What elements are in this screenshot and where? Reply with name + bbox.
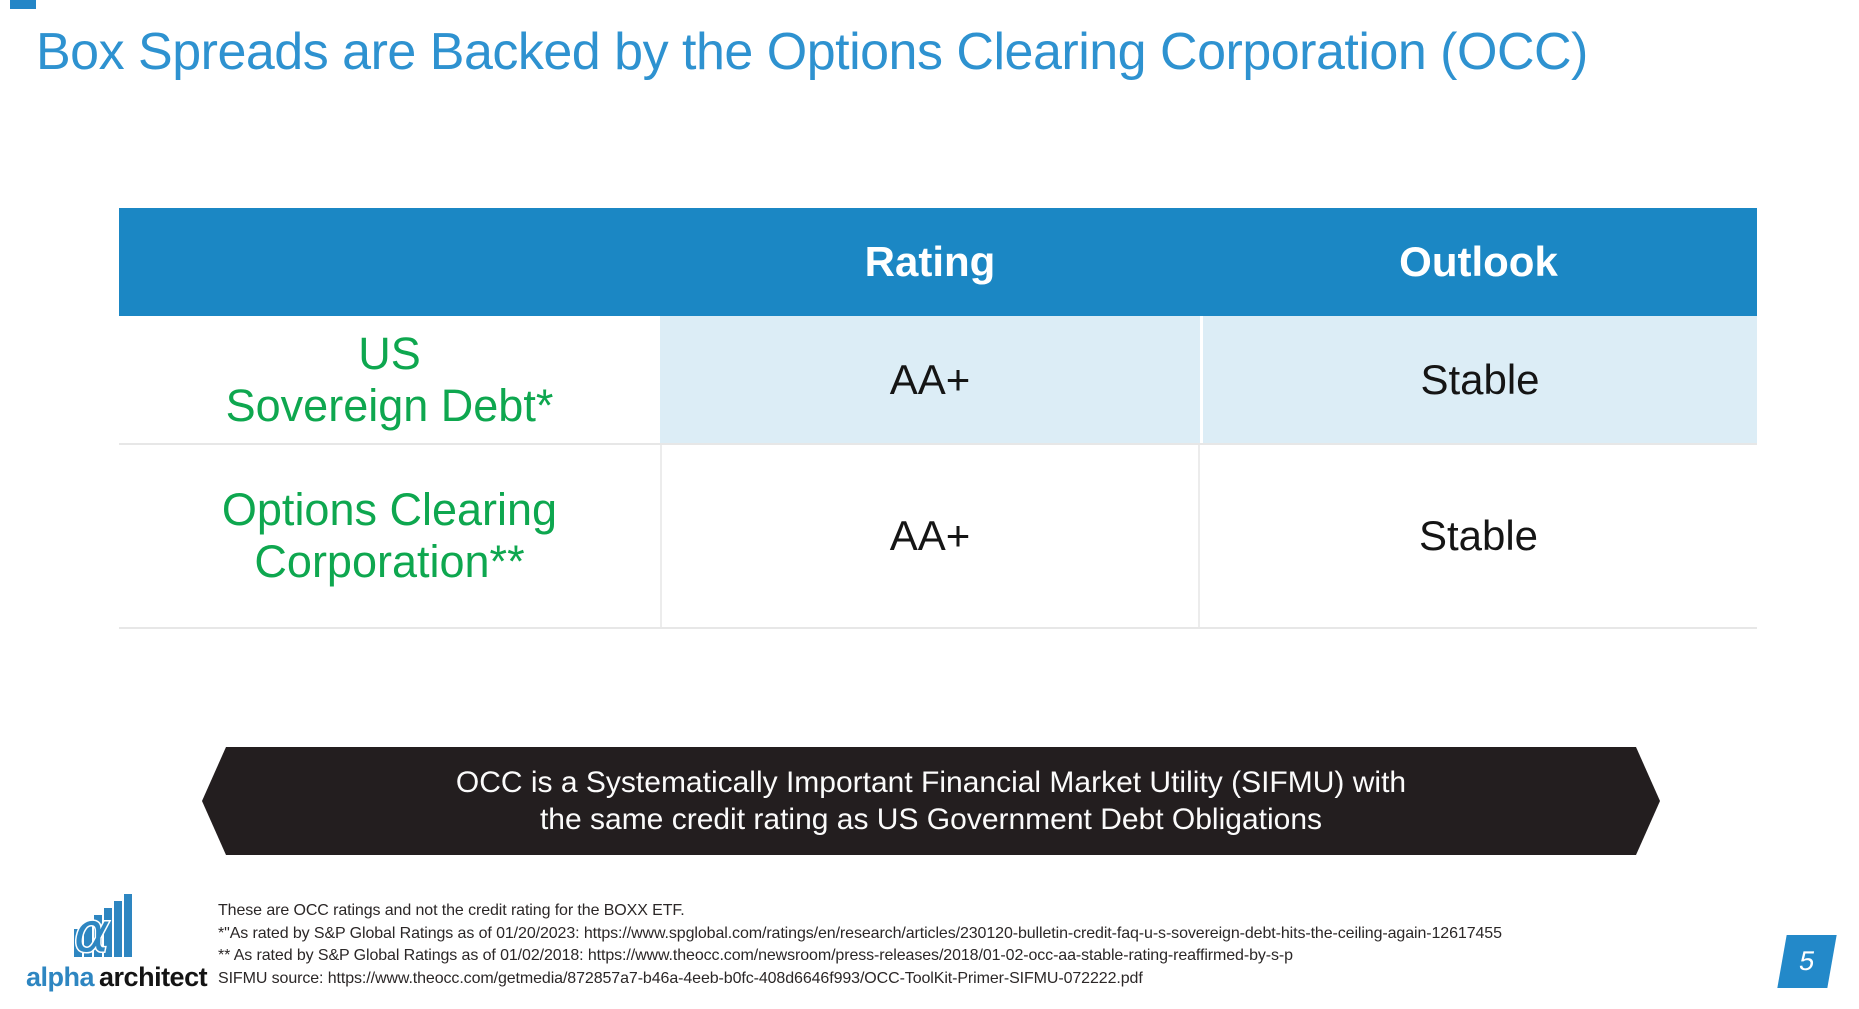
ratings-table: Rating Outlook US Sovereign Debt* AA+ St…	[119, 208, 1757, 629]
logo-word-architect: architect	[99, 962, 208, 992]
table-header-row: Rating Outlook	[119, 208, 1757, 316]
table-row: US Sovereign Debt* AA+ Stable	[119, 316, 1757, 445]
footnote-line: SIFMU source: https://www.theocc.com/get…	[218, 969, 1143, 987]
ascending-bars-icon	[74, 894, 132, 957]
banner-text-line: OCC is a Systematically Important Financ…	[455, 766, 1407, 799]
rating-value: AA+	[889, 512, 971, 559]
page-number: 5	[1796, 946, 1818, 976]
row-label-line: Options Clearing	[221, 484, 558, 535]
alpha-architect-logo: α alpha architect	[26, 891, 216, 993]
row-label-us-sovereign-debt: US Sovereign Debt*	[119, 316, 660, 443]
table-row: Options Clearing Corporation** AA+ Stabl…	[119, 445, 1757, 629]
outlook-value: Stable	[1420, 355, 1540, 403]
footnotes: These are OCC ratings and not the credit…	[218, 900, 1502, 990]
footnote-line: ** As rated by S&P Global Ratings as of …	[218, 947, 1293, 964]
outlook-cell: Stable	[1200, 445, 1757, 627]
rating-cell: AA+	[660, 316, 1200, 443]
row-label-line: US	[358, 327, 421, 379]
rating-cell: AA+	[660, 445, 1200, 627]
slide-title: Box Spreads are Backed by the Options Cl…	[36, 23, 1588, 81]
row-label-options-clearing-corporation: Options Clearing Corporation**	[119, 445, 660, 627]
rating-value: AA+	[889, 355, 971, 403]
footnote-line: These are OCC ratings and not the credit…	[218, 902, 685, 919]
outlook-cell: Stable	[1200, 316, 1757, 443]
banner-text-line: the same credit rating as US Government …	[539, 803, 1323, 836]
header-outlook: Outlook	[1399, 238, 1558, 285]
sifmu-callout-banner: OCC is a Systematically Important Financ…	[202, 747, 1660, 855]
footnote-line: *"As rated by S&P Global Ratings as of 0…	[218, 924, 1502, 942]
logo-wordmark: alpha architect	[26, 962, 216, 993]
row-label-line: Sovereign Debt*	[225, 379, 554, 431]
outlook-value: Stable	[1418, 512, 1539, 559]
header-rating: Rating	[864, 238, 996, 285]
logo-word-alpha: alpha	[26, 962, 95, 992]
alpha-symbol-icon: α	[74, 901, 110, 961]
row-label-line: Corporation**	[254, 536, 525, 587]
alpha-bar-chart-icon: α	[73, 894, 132, 961]
slide-accent-mark	[10, 0, 36, 9]
page-number-badge: 5	[1777, 935, 1837, 988]
